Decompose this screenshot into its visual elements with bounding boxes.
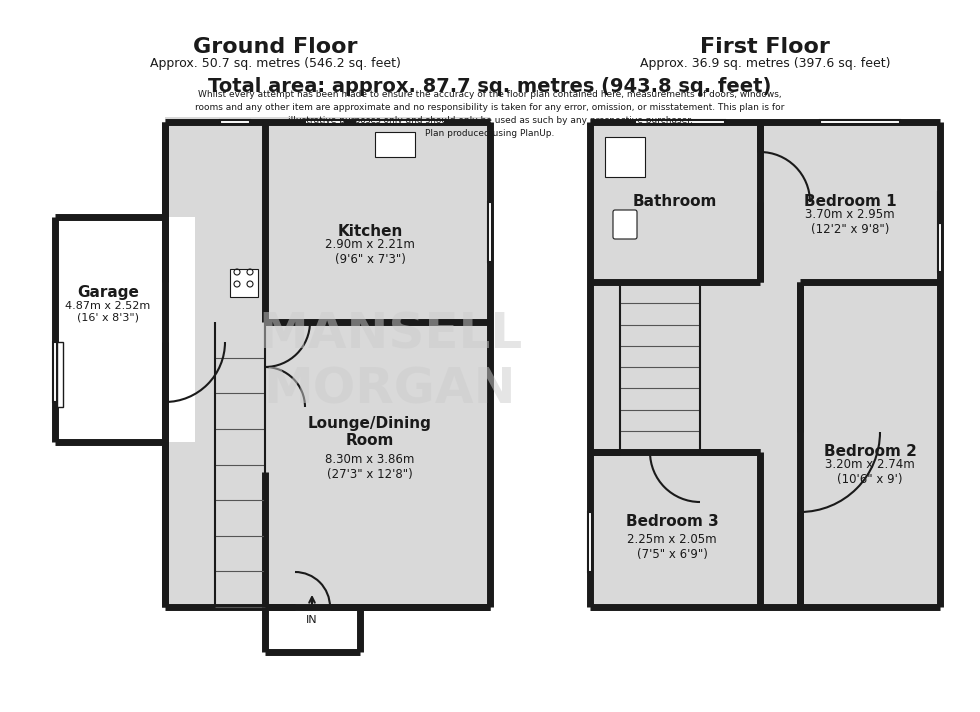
Bar (635, 120, 725, 124)
Text: Bathroom: Bathroom (633, 194, 717, 209)
Text: 4.87m x 2.52m
(16' x 8'3"): 4.87m x 2.52m (16' x 8'3") (66, 301, 151, 323)
Text: 3.20m x 2.74m
(10'6" x 9'): 3.20m x 2.74m (10'6" x 9') (825, 458, 915, 486)
Bar (230, 269, 258, 297)
Text: Lounge/Dining
Room: Lounge/Dining Room (308, 416, 432, 448)
Bar (305, 120, 345, 124)
Bar (53, 342, 57, 402)
Text: First Floor: First Floor (700, 37, 830, 57)
Text: 3.70m x 2.95m
(12'2" x 9'8"): 3.70m x 2.95m (12'2" x 9'8") (806, 208, 895, 236)
Bar (165, 117, 490, 607)
Text: Total area: approx. 87.7 sq. metres (943.8 sq. feet): Total area: approx. 87.7 sq. metres (943… (209, 78, 771, 97)
Bar (605, 137, 645, 177)
Text: IN: IN (306, 615, 318, 625)
Text: Bedroom 1: Bedroom 1 (804, 194, 897, 209)
Bar (55, 217, 195, 442)
Text: 2.90m x 2.21m
(9'6" x 7'3"): 2.90m x 2.21m (9'6" x 7'3") (325, 238, 415, 266)
Text: 8.30m x 3.86m
(27'3" x 12'8"): 8.30m x 3.86m (27'3" x 12'8") (325, 453, 415, 481)
Text: Garage: Garage (77, 285, 139, 300)
Text: Approx. 36.9 sq. metres (397.6 sq. feet): Approx. 36.9 sq. metres (397.6 sq. feet) (640, 58, 890, 70)
Text: Whilst every attempt has been made to ensure the accuracy of the floor plan cont: Whilst every attempt has been made to en… (195, 90, 785, 138)
Bar (938, 192, 942, 272)
Text: Approx. 50.7 sq. metres (546.2 sq. feet): Approx. 50.7 sq. metres (546.2 sq. feet) (150, 58, 401, 70)
Bar (588, 512, 592, 572)
Bar (57, 342, 63, 407)
Text: Bedroom 3: Bedroom 3 (625, 515, 718, 530)
Text: Ground Floor: Ground Floor (193, 37, 358, 57)
Text: Bedroom 2: Bedroom 2 (823, 444, 916, 459)
Text: Kitchen: Kitchen (337, 224, 403, 239)
Bar (375, 132, 415, 157)
Text: MANSELL
MORGAN: MANSELL MORGAN (258, 310, 522, 414)
Bar (590, 122, 940, 607)
Bar (820, 120, 900, 124)
Bar (220, 120, 250, 124)
Bar (488, 202, 492, 262)
Text: 2.25m x 2.05m
(7'5" x 6'9"): 2.25m x 2.05m (7'5" x 6'9") (627, 533, 716, 561)
Bar (355, 120, 445, 124)
FancyBboxPatch shape (613, 210, 637, 239)
